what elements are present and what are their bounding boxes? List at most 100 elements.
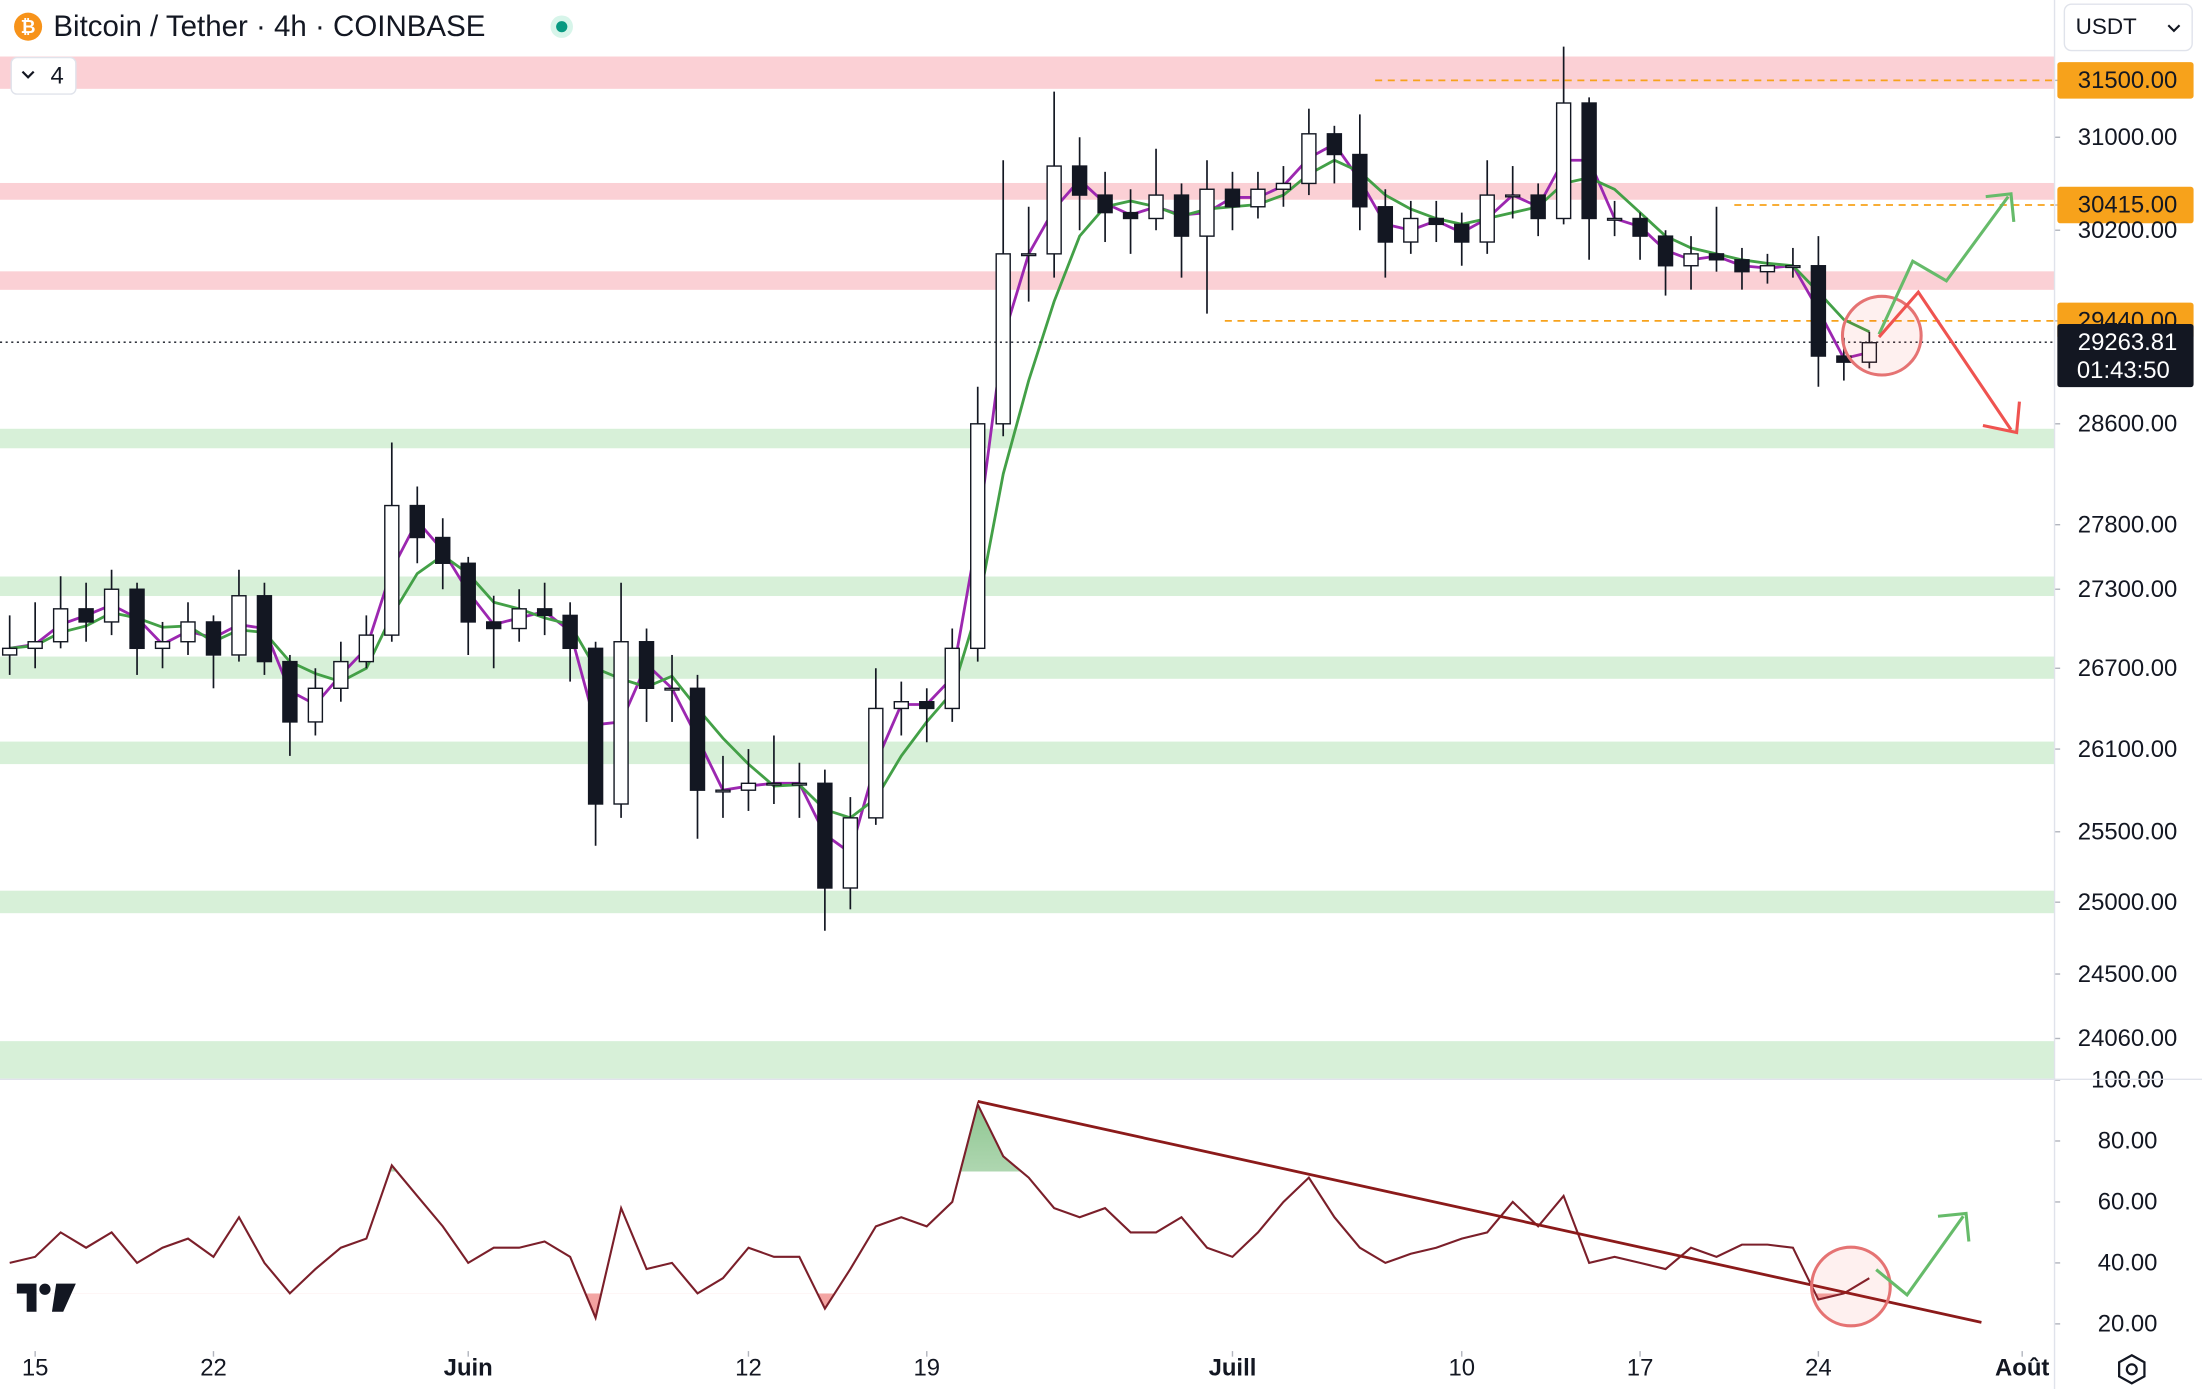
candle-body: [1683, 253, 1699, 267]
x-tick-label: 17: [1627, 1355, 1654, 1382]
indicators-toggle[interactable]: [10, 56, 77, 95]
candle-body: [562, 614, 578, 650]
rsi-overbought-fill: [389, 1104, 1022, 1172]
candle-body: [1173, 194, 1190, 237]
candle-body: [307, 687, 324, 723]
candle-body: [1861, 341, 1878, 363]
last-price-label: 29263.81: [2078, 329, 2178, 356]
candle-body: [1606, 217, 1623, 221]
candle-body: [1326, 133, 1343, 156]
candle-body: [256, 595, 273, 663]
candle-body: [511, 608, 527, 630]
price-pane: [0, 46, 2055, 1079]
y-tick-label: 26100.00: [2078, 736, 2178, 763]
indicators-count[interactable]: 4: [51, 63, 64, 90]
candle-body: [1504, 194, 1521, 198]
x-tick-label: 19: [914, 1355, 941, 1382]
arrow-up: [1877, 195, 2010, 335]
rsi-pane: [9, 1101, 1870, 1322]
candle-body: [154, 641, 171, 650]
candle-body: [129, 588, 145, 650]
currency-label[interactable]: USDT: [2076, 14, 2137, 39]
settings-icon[interactable]: [2118, 1354, 2146, 1385]
candle-body: [205, 621, 222, 656]
candle-body: [817, 782, 833, 889]
zone: [0, 741, 2055, 765]
gear-center: [2125, 1363, 2138, 1376]
candle-body: [1657, 235, 1674, 267]
x-tick-label: Juill: [1209, 1355, 1257, 1382]
y-tick-label: 80.00: [2098, 1128, 2158, 1155]
x-tick-label: Juin: [444, 1355, 493, 1382]
y-tick-label: 40.00: [2098, 1250, 2158, 1277]
chevron: [2167, 24, 2181, 33]
zone: [0, 576, 2055, 597]
candle-body: [995, 253, 1011, 425]
rsi-line: [9, 1101, 1870, 1322]
candle-body: [1555, 102, 1572, 220]
candle-body: [1581, 102, 1597, 220]
candle-body: [715, 789, 731, 793]
candle-body: [1148, 194, 1164, 220]
circle-annotation: [1810, 1245, 1892, 1328]
y-tick-label: 28600.00: [2078, 411, 2178, 438]
y-tick-label: 27300.00: [2078, 576, 2178, 603]
y-tick-label: 25500.00: [2078, 818, 2178, 845]
zone: [0, 428, 2055, 449]
candle-body: [1530, 194, 1546, 220]
candle-body: [333, 660, 349, 689]
level-label-bg: [2057, 186, 2194, 224]
candle-body: [27, 641, 43, 650]
y-tick-label: 30200.00: [2078, 217, 2178, 244]
countdown-label: 01:43:50: [2077, 357, 2170, 384]
coin-symbol: ₿: [21, 16, 36, 37]
rsi-oversold-fill: [9, 1293, 1870, 1318]
candle-body: [842, 817, 859, 889]
candle-body: [1708, 253, 1725, 261]
candle-body: [1224, 188, 1241, 208]
candle-body: [664, 687, 680, 691]
candle-body: [78, 608, 94, 623]
gear[interactable]: [2118, 1354, 2146, 1385]
candle-body: [282, 660, 298, 723]
candle-body: [1352, 153, 1368, 208]
candle-body: [1479, 194, 1495, 243]
candle-body: [689, 687, 706, 791]
candle-body: [435, 536, 451, 564]
y-tick-label: 20.00: [2098, 1311, 2158, 1338]
candle-body: [1759, 265, 1776, 273]
candle-body: [893, 701, 910, 710]
candle-body: [613, 641, 629, 805]
arrow-down: [1877, 289, 2013, 431]
zone: [0, 1041, 2055, 1079]
candle-body: [791, 782, 808, 786]
arrow-up: [1875, 1215, 1965, 1298]
level-label-bg: [2057, 62, 2194, 99]
y-tick-label: 100.00: [2091, 1067, 2164, 1094]
candle-body: [1097, 194, 1113, 214]
candle-body: [944, 647, 960, 710]
candle-body: [231, 595, 247, 656]
candle-body: [766, 782, 782, 786]
candle-body: [1020, 253, 1037, 257]
candle-body: [1046, 165, 1062, 255]
x-tick-label: 12: [735, 1355, 762, 1382]
candle-body: [1071, 165, 1088, 196]
arrow-head: [1937, 1211, 1971, 1242]
candle-body: [103, 588, 120, 623]
chevron: [21, 70, 35, 79]
candle-body: [587, 647, 604, 805]
zone: [0, 656, 2055, 679]
zone: [0, 890, 2055, 914]
currency-select[interactable]: [2063, 3, 2193, 52]
candle-body: [485, 621, 502, 630]
y-tick-label: 31000.00: [2078, 124, 2178, 151]
x-tick-label: 10: [1448, 1355, 1475, 1382]
arrow-head: [1985, 192, 2016, 223]
candle-body: [638, 641, 655, 689]
y-tick-label: 60.00: [2098, 1189, 2158, 1216]
y-tick-label: 24060.00: [2078, 1025, 2178, 1052]
candle-body: [1199, 188, 1215, 237]
zone: [0, 271, 2055, 290]
